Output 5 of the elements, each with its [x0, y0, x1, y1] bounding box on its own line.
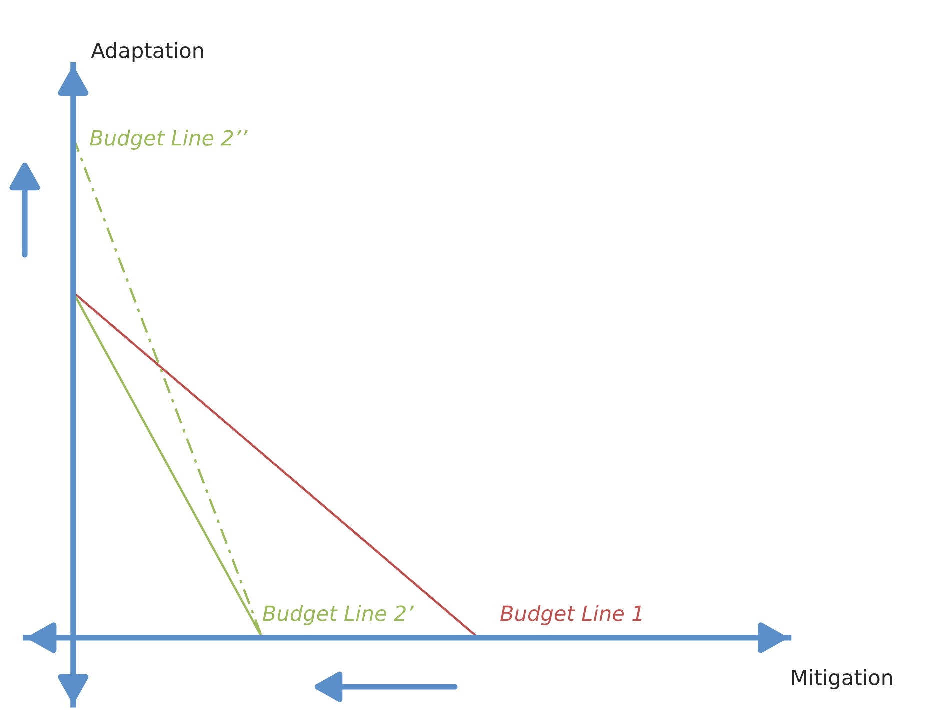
series-label: Budget Line 1 [500, 605, 642, 626]
series-label: Budget Line 2’ [262, 605, 414, 626]
y-axis-title: Adaptation [91, 42, 204, 63]
series-label: Budget Line 2’’ [90, 130, 248, 150]
x-axis-title: Mitigation [792, 669, 892, 690]
